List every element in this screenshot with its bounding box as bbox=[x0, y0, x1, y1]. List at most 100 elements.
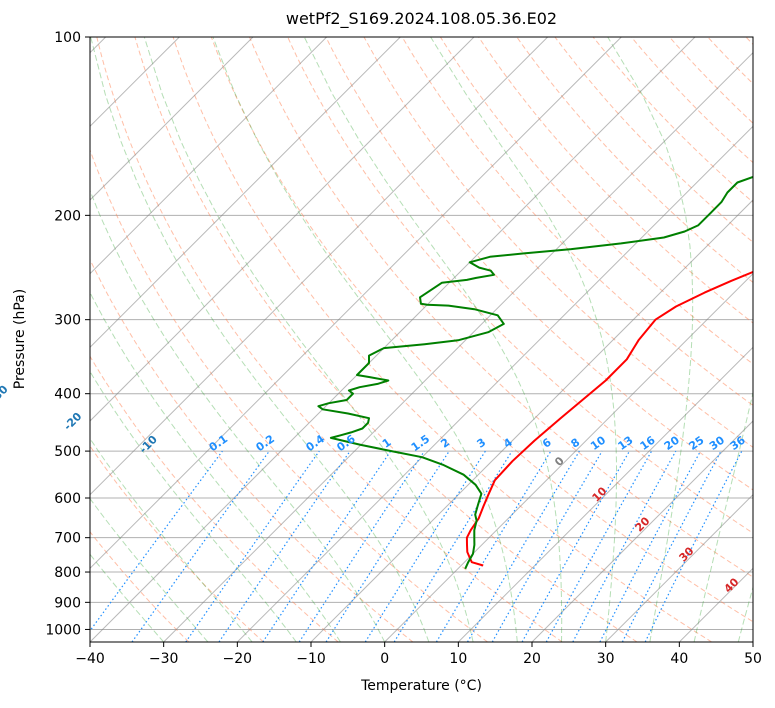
isotherm-line bbox=[90, 37, 696, 642]
moist-adiabat-line bbox=[212, 37, 518, 642]
dry-adiabat-line bbox=[134, 37, 638, 642]
moist-adiabat-label: 30 bbox=[677, 544, 697, 564]
mixing-ratio-line bbox=[521, 450, 631, 642]
moist-adiabat-label: 20 bbox=[633, 514, 653, 534]
profile-line bbox=[317, 175, 753, 570]
x-tick-label: −20 bbox=[223, 651, 253, 667]
isotherm-line bbox=[384, 272, 753, 642]
mixing-ratio-line bbox=[298, 450, 425, 642]
dry-adiabat-line bbox=[554, 37, 753, 243]
dry-adiabat-line bbox=[439, 37, 753, 365]
mixing-ratio-line bbox=[435, 450, 552, 642]
x-tick-label: −40 bbox=[75, 651, 105, 667]
chart-title: wetPf2_S169.2024.108.05.36.E02 bbox=[285, 9, 558, 28]
mixing-ratio-line bbox=[621, 450, 722, 642]
dry-adiabat-line bbox=[363, 37, 753, 448]
profile-line bbox=[465, 270, 753, 567]
x-tick-label: −10 bbox=[296, 651, 326, 667]
mixing-ratio-line bbox=[572, 450, 677, 642]
y-tick-label: 800 bbox=[54, 565, 81, 581]
dry-adiabat-line bbox=[90, 445, 264, 642]
mixing-ratio-label: 3 bbox=[475, 436, 489, 451]
mixing-ratio-label: 25 bbox=[687, 434, 707, 453]
moist-adiabat-label: 40 bbox=[722, 575, 742, 595]
sounding-profiles bbox=[317, 175, 753, 570]
mixing-ratio-line bbox=[262, 450, 392, 642]
dry-adiabat-line bbox=[745, 37, 753, 46]
dry-adiabat-line bbox=[96, 37, 563, 642]
isotherm-line bbox=[0, 37, 32, 642]
y-tick-label: 200 bbox=[54, 208, 81, 224]
dry-adiabat-line bbox=[592, 37, 753, 203]
moist-adiabat-line bbox=[90, 370, 297, 642]
dry-adiabat-label: -10 bbox=[137, 433, 160, 456]
y-tick-label: 700 bbox=[54, 531, 81, 547]
moist-adiabat-line bbox=[90, 437, 253, 642]
dry-adiabat-label: -20 bbox=[61, 410, 84, 433]
moist-adiabat-line bbox=[90, 189, 386, 642]
y-tick-label: 300 bbox=[54, 313, 81, 329]
isotherm-line bbox=[605, 493, 753, 642]
dry-adiabat-line bbox=[90, 258, 414, 642]
mixing-ratio-line bbox=[218, 450, 351, 642]
dry-adiabat-line bbox=[401, 37, 753, 406]
mixing-ratio-label: 20 bbox=[662, 433, 682, 453]
dry-adiabat-line bbox=[210, 37, 753, 623]
mixing-ratio-line bbox=[185, 450, 320, 642]
dry-adiabat-line bbox=[516, 37, 753, 284]
moist-adiabat-line bbox=[90, 497, 209, 642]
plot-frame bbox=[89, 36, 754, 643]
x-tick-label: −30 bbox=[149, 651, 179, 667]
mixing-ratio-label: 16 bbox=[638, 433, 658, 453]
mixing-ratio-line bbox=[90, 450, 223, 632]
y-tick-label: 400 bbox=[54, 387, 81, 403]
dry-adiabat-line bbox=[90, 148, 488, 642]
isotherm-line bbox=[90, 37, 254, 201]
mixing-ratio-label: 8 bbox=[569, 436, 583, 451]
moist-adiabat-line bbox=[90, 553, 165, 642]
y-tick-label: 900 bbox=[54, 595, 81, 611]
axis-ticks: −40 −30 −20 −10 0 10 20 30 40 50 100 200 300 400 500 60… bbox=[45, 30, 762, 667]
x-tick-label: 10 bbox=[449, 651, 467, 667]
moist-adiabat-line bbox=[303, 37, 563, 642]
isotherm-line bbox=[90, 37, 549, 496]
isotherm-line bbox=[163, 51, 753, 642]
moist-adiabat-line bbox=[430, 37, 617, 642]
x-tick-label: 0 bbox=[380, 651, 389, 667]
mixing-ratio-label: 4 bbox=[501, 436, 515, 451]
y-tick-label: 100 bbox=[54, 30, 81, 46]
mixing-ratio-line bbox=[325, 450, 450, 642]
moist-adiabat-line bbox=[737, 585, 753, 642]
dry-adiabat-line bbox=[325, 37, 753, 491]
y-tick-label: 600 bbox=[54, 491, 81, 507]
isotherm-line bbox=[90, 37, 622, 570]
dry-adiabat-line bbox=[707, 37, 753, 85]
isotherm-line bbox=[90, 37, 475, 422]
mixing-ratio-line bbox=[364, 450, 486, 642]
mixing-ratio-label: 6 bbox=[540, 436, 554, 451]
mixing-ratio-label: 10 bbox=[588, 433, 608, 453]
isotherm-line bbox=[236, 125, 753, 642]
mixing-ratio-label: 2 bbox=[438, 436, 452, 451]
moist-adiabat-line bbox=[90, 37, 430, 642]
mixing-ratio-label: 36 bbox=[728, 433, 748, 453]
moist-adiabat-line bbox=[143, 37, 474, 642]
dry-adiabat-line bbox=[172, 37, 712, 642]
dry-adiabat-label: -30 bbox=[0, 383, 11, 406]
x-axis-label: Temperature (°C) bbox=[361, 678, 482, 694]
mixing-ratio-line bbox=[393, 450, 513, 642]
isotherm-line bbox=[531, 420, 753, 642]
dry-adiabat-line bbox=[287, 37, 753, 534]
moist-adiabat-label: 10 bbox=[590, 484, 610, 504]
mixing-ratio-line bbox=[545, 450, 653, 642]
y-tick-label: 500 bbox=[54, 444, 81, 460]
moist-adiabat-line bbox=[693, 390, 753, 642]
dry-adiabat-line bbox=[90, 355, 339, 642]
mixing-ratio-line bbox=[466, 450, 580, 642]
background-lines bbox=[0, 37, 753, 642]
x-tick-label: 20 bbox=[523, 651, 541, 667]
mixing-ratio-line bbox=[491, 450, 603, 642]
isotherm-line bbox=[752, 641, 753, 642]
x-tick-label: 50 bbox=[744, 651, 762, 667]
